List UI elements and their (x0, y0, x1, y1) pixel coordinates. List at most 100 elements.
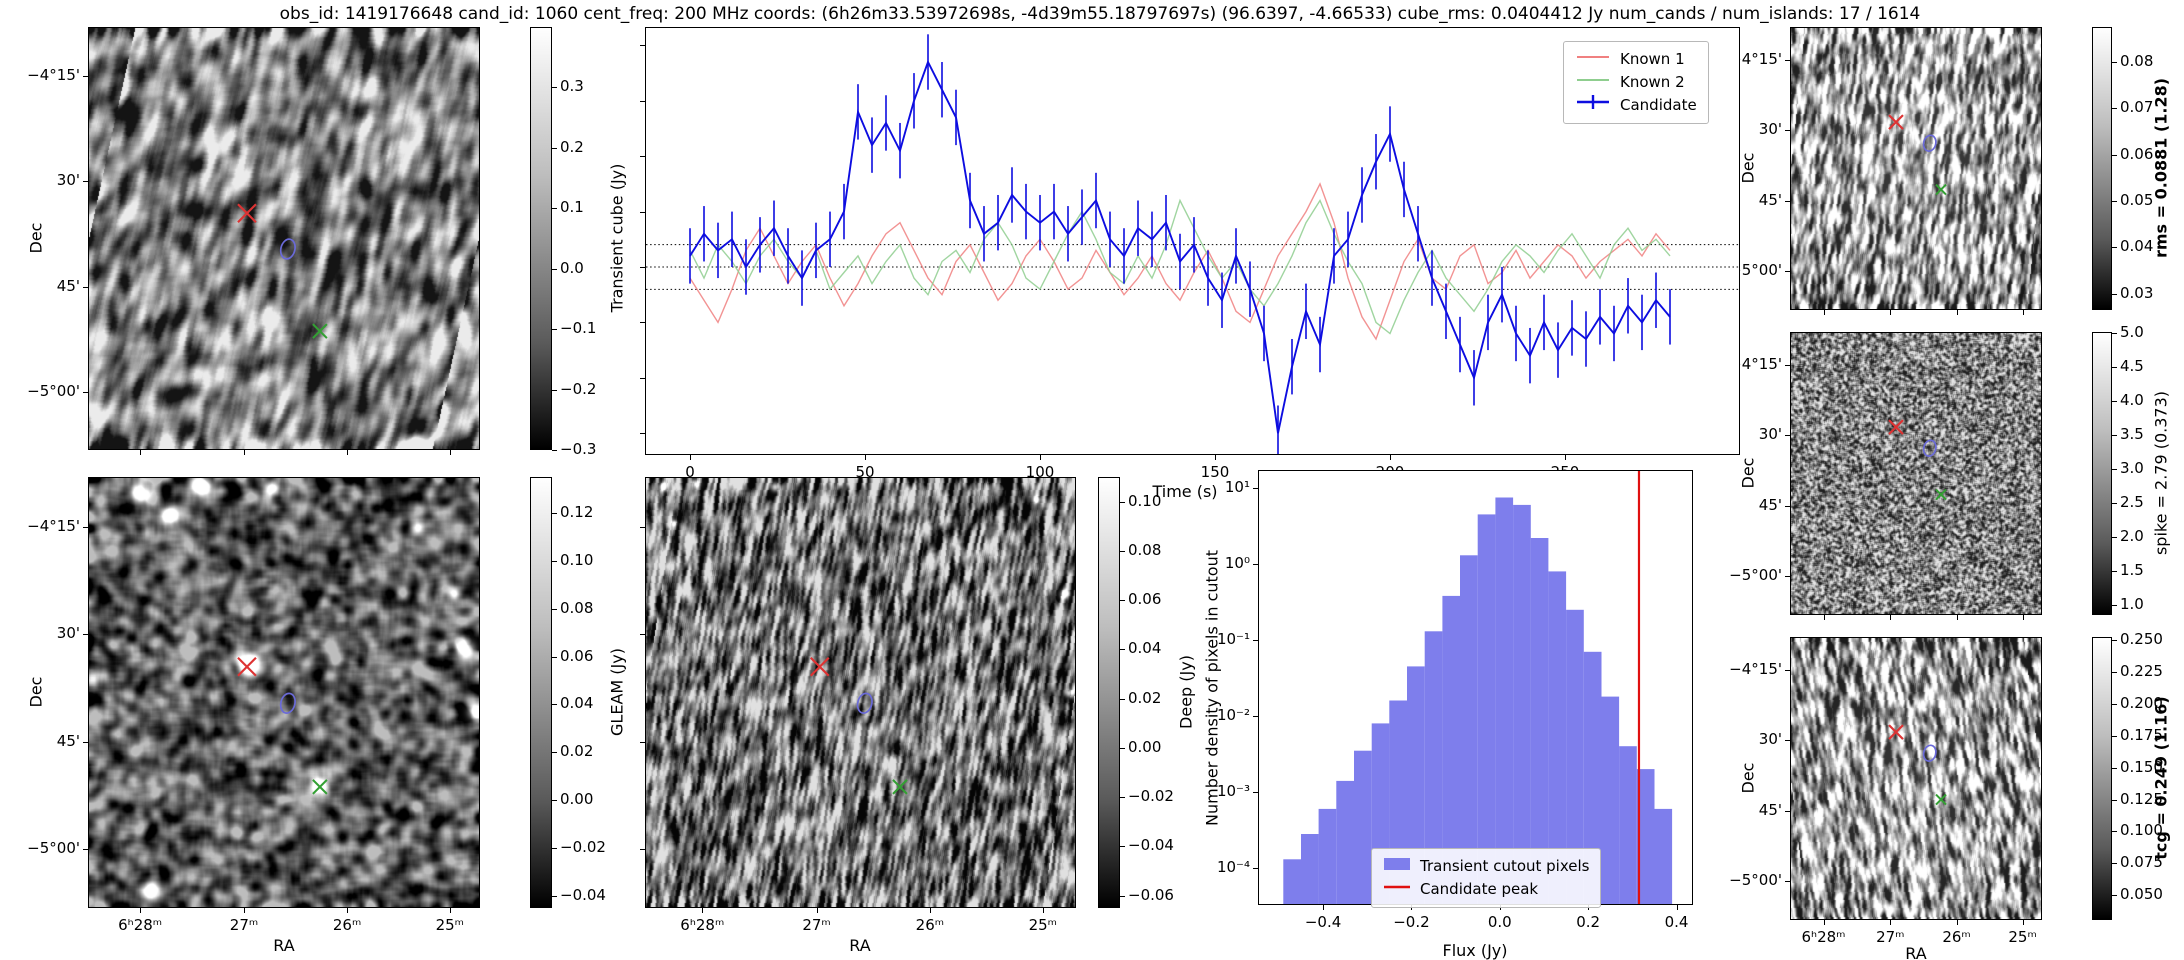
markers-overlay (1888, 724, 1947, 806)
dec-axis-label-rms: Dec (1738, 152, 1758, 184)
markers-overlay (1888, 114, 1947, 196)
colorbar-tick-label: 3.0 (2120, 459, 2144, 478)
ra-tick-label: 27ᵐ (1876, 928, 1905, 946)
dec-tick-label: −4°15' (27, 65, 80, 84)
known-green-x-marker (892, 779, 908, 795)
tick-mark (83, 391, 88, 393)
tick-mark (552, 800, 557, 802)
dec-axis-label-gleam: Dec (26, 676, 46, 708)
tick-mark (2112, 108, 2117, 110)
lightcurve-plot (646, 34, 1739, 454)
colorbar-tick-label: 0.06 (560, 646, 594, 665)
panel-tcg (1790, 637, 2042, 920)
time-tick-label: 0 (685, 463, 695, 481)
colorbar-tick-label: 1.0 (2120, 594, 2144, 613)
lightcurve-legend: Known 1 Known 2 Candidate (1563, 41, 1709, 124)
tick-mark (1785, 575, 1790, 577)
tick-mark (1785, 811, 1790, 813)
tick-mark (552, 329, 557, 331)
tick-mark (347, 908, 349, 913)
dec-axis-label-tcg: Dec (1738, 762, 1758, 794)
tick-mark (2112, 831, 2117, 833)
hist-y-tick-label: 10⁻³ (1216, 782, 1250, 800)
hist-y-tick-label: 10⁻² (1216, 706, 1250, 724)
colorbar-tick-label: 3.5 (2120, 425, 2144, 444)
ra-tick-label: 27ᵐ (802, 916, 831, 934)
tick-mark (1785, 270, 1790, 272)
colorbar-tick-label: 0.00 (560, 790, 594, 809)
tick-mark (1785, 740, 1790, 742)
tick-mark (1785, 59, 1790, 61)
flux-axis-label: Flux (Jy) (1442, 941, 1508, 960)
histogram-bar (1513, 504, 1531, 904)
panel-rms (1790, 27, 2042, 310)
histogram-bar (1548, 571, 1567, 904)
tick-mark (690, 455, 691, 460)
colorbar-tick-label: 0.05 (2120, 190, 2154, 209)
colorbar-tick-label: −0.04 (1128, 836, 1174, 855)
tick-mark (552, 208, 557, 210)
tick-mark (2112, 401, 2117, 403)
colorbar-tick-label: −0.2 (560, 379, 597, 398)
histogram-legend: Transient cutout pixels Candidate peak (1371, 848, 1602, 908)
tick-mark (347, 450, 349, 455)
tick-mark (2112, 536, 2117, 538)
panel-spike (1790, 332, 2042, 615)
dec-tick-label: 45' (56, 277, 80, 296)
tick-mark (1253, 564, 1258, 565)
colorbar-tick-label: 2.0 (2120, 526, 2144, 545)
histogram-plot (1283, 471, 1673, 904)
flux-tick-label: 0.4 (1664, 913, 1689, 931)
tick-mark (2112, 604, 2117, 606)
colorbar-tick-label: 0.02 (1128, 688, 1162, 707)
known-red-x-marker (237, 203, 257, 224)
tick-mark (1823, 310, 1825, 315)
tick-mark (816, 908, 818, 913)
tick-mark (1253, 792, 1258, 793)
ra-axis-label-deep: RA (849, 936, 871, 955)
markers-overlay (237, 656, 328, 795)
tick-mark (1823, 920, 1825, 925)
ra-tick-label: 27ᵐ (229, 916, 259, 934)
tick-mark (2112, 735, 2117, 737)
tick-mark (2112, 61, 2117, 63)
tick-mark (83, 634, 88, 636)
colorbar-tick-label: 0.04 (2120, 237, 2154, 256)
colorbar-tick-label: 0.150 (2120, 757, 2163, 776)
colorbar-tick-label: −0.02 (560, 838, 606, 857)
tick-mark (1956, 310, 1958, 315)
colorbar-tick-label: 0.10 (1128, 491, 1162, 510)
histogram-bar (1336, 780, 1354, 904)
tick-mark (640, 377, 645, 379)
tick-mark (449, 450, 451, 455)
tick-mark (140, 908, 142, 913)
spike-image (1791, 333, 2041, 614)
colorbar-tick-label: 0.1 (560, 198, 584, 217)
dec-tick-label: 30' (56, 171, 80, 190)
tick-mark (1253, 488, 1258, 489)
known-2-line-icon (1575, 71, 1611, 94)
tick-mark (552, 896, 557, 898)
tick-mark (1323, 905, 1325, 910)
legend-label: Transient cutout pixels (1420, 857, 1590, 875)
time-tick-label: 50 (855, 463, 875, 481)
tick-mark (552, 147, 557, 149)
tick-mark (1215, 455, 1216, 460)
tick-mark (140, 450, 142, 455)
colorbar-tick-label: 0.08 (1128, 540, 1162, 559)
histogram-bar (1619, 746, 1637, 904)
tick-mark (2112, 863, 2117, 865)
colorbar-tick-label: 4.0 (2120, 391, 2144, 410)
tick-mark (83, 526, 88, 528)
candidate-errorbar-icon (1575, 94, 1611, 117)
dec-tick-label: 30' (1758, 425, 1782, 444)
known-red-x-marker (809, 656, 830, 677)
colorbar-tick-label: 0.06 (2120, 144, 2154, 163)
candidate-ellipse-marker (279, 238, 296, 260)
tick-mark (1120, 846, 1125, 848)
tick-mark (552, 512, 557, 514)
dec-tick-label: 30' (1758, 120, 1782, 139)
colorbar-tick-label: 0.08 (560, 598, 594, 617)
histogram-bar (1460, 555, 1478, 904)
tick-mark (552, 704, 557, 706)
